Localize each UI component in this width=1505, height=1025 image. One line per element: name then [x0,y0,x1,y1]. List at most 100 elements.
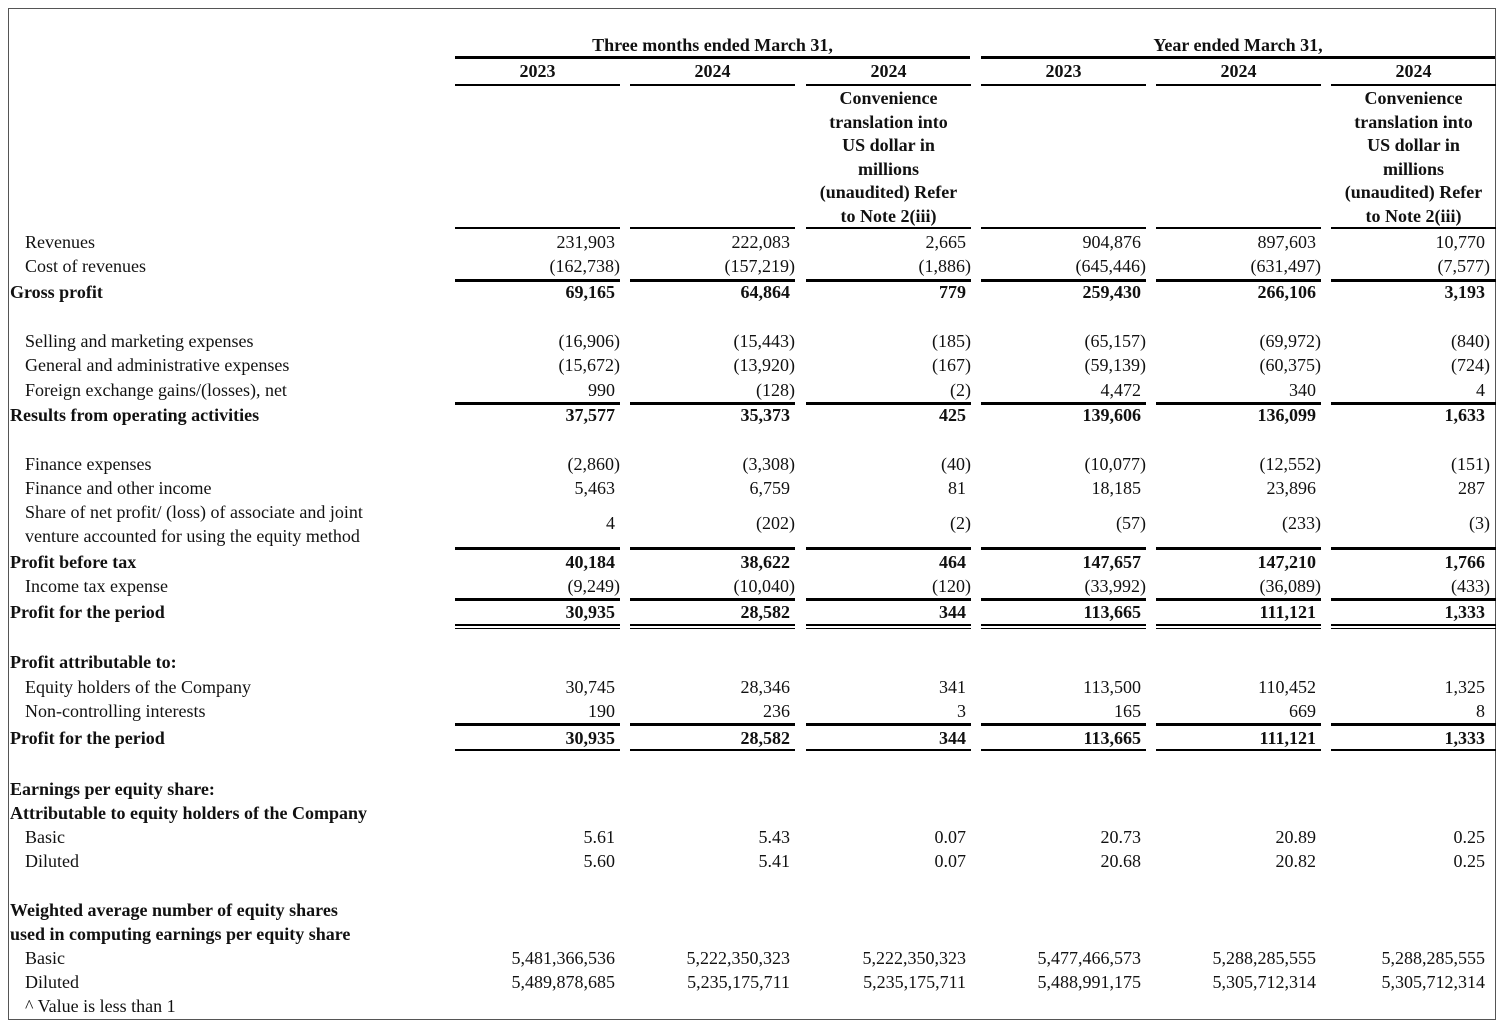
row-label: Diluted [25,851,79,871]
value-cell: 28,582 [740,728,791,748]
value-cell: 190 [588,701,615,721]
value-cell: 266,106 [1257,282,1317,302]
value-cell: 425 [939,405,966,425]
value-cell: 18,185 [1091,478,1142,498]
value-cell: 28,582 [740,602,791,622]
total-rule [1156,547,1321,550]
value-cell: 38,622 [740,552,791,572]
total-rule [981,598,1146,601]
row-label: Selling and marketing expenses [25,331,254,351]
value-cell: 5,235,175,711 [863,972,966,992]
total-rule [981,624,1146,626]
column-note: Convenience translation into US dollar i… [1344,88,1483,226]
total-rule [981,547,1146,550]
total-rule [806,279,971,282]
value-cell: 165 [1114,701,1141,721]
value-cell: 113,665 [1083,602,1141,622]
total-rule [981,749,1146,751]
value-cell: 4 [1476,380,1485,400]
value-cell: 113,500 [1083,677,1141,697]
row-label: Attributable to equity holders of the Co… [10,803,368,823]
row-label: Profit attributable to: [10,652,177,672]
value-cell: 5,288,285,555 [1212,948,1317,968]
value-cell: 340 [1289,380,1316,400]
value-cell: (57) [1116,513,1146,533]
value-cell: 35,373 [740,405,791,425]
row-label: Finance and other income [25,478,212,498]
value-cell: 0.25 [1453,851,1486,871]
value-cell: 5,305,712,314 [1381,972,1486,992]
value-cell: (645,446) [1075,256,1147,276]
value-cell: (60,375) [1259,355,1322,375]
total-rule [981,279,1146,282]
value-cell: 111,121 [1259,602,1316,622]
value-cell: 1,333 [1444,728,1486,748]
total-rule [455,723,620,726]
total-rule [1156,598,1321,601]
row-label: Earnings per equity share: [10,779,215,799]
value-cell: 147,210 [1257,552,1317,572]
value-cell: 20.82 [1275,851,1317,871]
total-rule [1156,628,1321,629]
year-underline [806,84,971,86]
value-cell: (157,219) [724,256,796,276]
value-cell: 30,935 [565,728,616,748]
value-cell: 20.68 [1100,851,1142,871]
value-cell: (128) [756,380,795,400]
period-header: Year ended March 31, [1153,35,1323,55]
row-label: Profit for the period [10,602,165,622]
value-cell: 1,633 [1444,405,1486,425]
value-cell: 4,472 [1100,380,1142,400]
value-cell: 5.41 [758,851,791,871]
value-cell: (202) [756,513,795,533]
value-cell: 1,766 [1444,552,1486,572]
total-rule [630,547,795,550]
value-cell: 28,346 [740,677,791,697]
value-cell: (59,139) [1084,355,1147,375]
total-rule [981,402,1146,405]
column-year: 2023 [519,61,556,81]
column-year: 2024 [694,61,731,81]
header-bottom-rule [630,227,795,229]
value-cell: 3 [957,701,966,721]
column-note: Convenience translation into US dollar i… [819,88,958,226]
total-rule [455,547,620,550]
total-rule [1331,624,1496,626]
value-cell: (10,077) [1084,454,1147,474]
total-rule [981,628,1146,629]
value-cell: 5,305,712,314 [1212,972,1317,992]
value-cell: (162,738) [549,256,621,276]
total-rule [806,628,971,629]
value-cell: 147,657 [1082,552,1142,572]
value-cell: 5.60 [583,851,616,871]
total-rule [1331,723,1496,726]
value-cell: 5,489,878,685 [511,972,616,992]
row-label: Weighted average number of equity shares [10,900,338,920]
total-rule [455,628,620,629]
row-label: Equity holders of the Company [25,677,251,697]
value-cell: (69,972) [1259,331,1322,351]
row-label: Diluted [25,972,79,992]
value-cell: 344 [939,602,966,622]
value-cell: (3) [1469,513,1490,533]
value-cell: 30,935 [565,602,616,622]
value-cell: (13,920) [733,355,796,375]
row-label: Results from operating activities [10,405,260,425]
total-rule [630,723,795,726]
value-cell: (40) [941,454,971,474]
value-cell: 23,896 [1266,478,1317,498]
total-rule [1156,723,1321,726]
value-cell: (120) [932,576,971,596]
value-cell: 69,165 [565,282,616,302]
value-cell: 0.07 [934,851,967,871]
header-bottom-rule [806,227,971,229]
value-cell: 5,463 [574,478,616,498]
period-underline [455,56,970,59]
value-cell: (65,157) [1084,331,1147,351]
total-rule [630,749,795,751]
value-cell: 5,288,285,555 [1381,948,1486,968]
value-cell: 779 [939,282,966,302]
total-rule [630,628,795,629]
value-cell: 5,235,175,711 [687,972,790,992]
row-label: Basic [25,948,65,968]
